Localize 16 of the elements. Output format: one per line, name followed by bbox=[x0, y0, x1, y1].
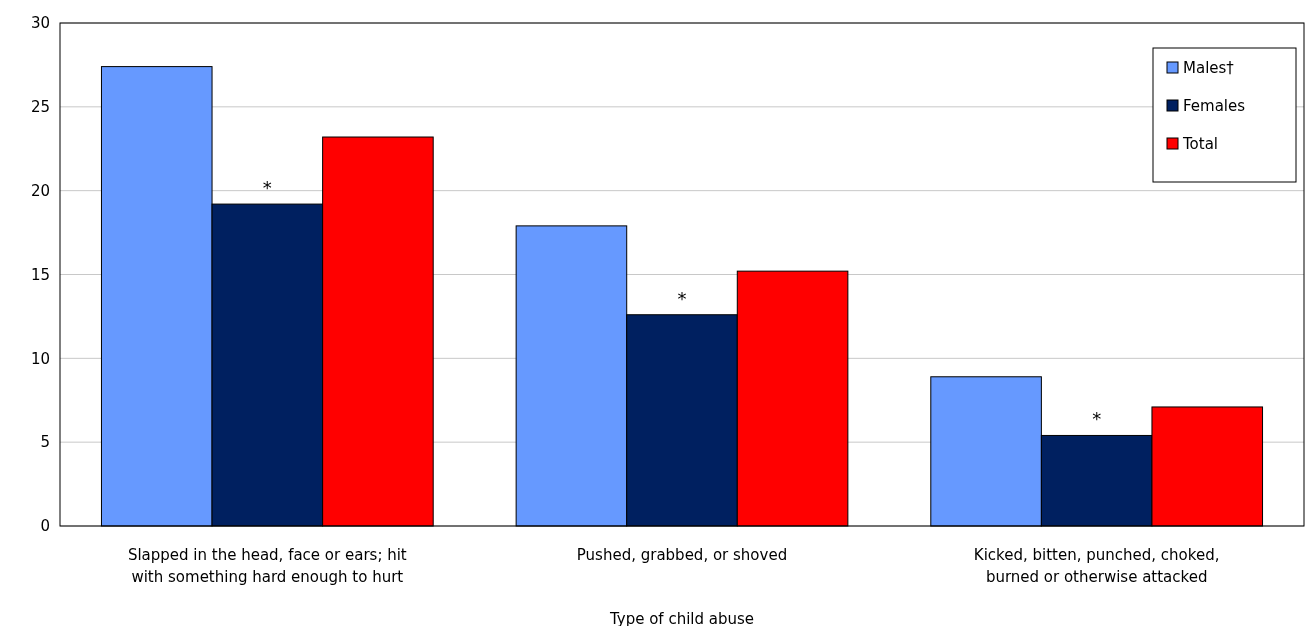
y-tick-label: 10 bbox=[30, 349, 50, 368]
x-tick-label: Kicked, bitten, punched, choked, burned or otherwise attacked bbox=[973, 546, 1220, 586]
x-tick-label: Slapped in the head, face or ears; hit with something hard enough to hurt bbox=[127, 546, 407, 586]
x-tick-label: Pushed, grabbed, or shoved bbox=[576, 546, 788, 564]
legend-label: Females bbox=[1183, 97, 1246, 116]
legend-label: Total bbox=[1182, 135, 1219, 154]
annotation: * bbox=[1092, 408, 1102, 430]
y-tick-label: 25 bbox=[30, 98, 50, 117]
y-tick-label: 0 bbox=[40, 517, 50, 536]
y-tick-label: 20 bbox=[30, 181, 50, 200]
annotation: * bbox=[262, 177, 272, 199]
y-tick-label: 5 bbox=[40, 433, 50, 452]
y-tick-label: 15 bbox=[30, 265, 50, 284]
y-tick-label: 30 bbox=[30, 14, 50, 33]
annotation: * bbox=[677, 287, 687, 309]
legend-label: Males† bbox=[1183, 59, 1235, 78]
